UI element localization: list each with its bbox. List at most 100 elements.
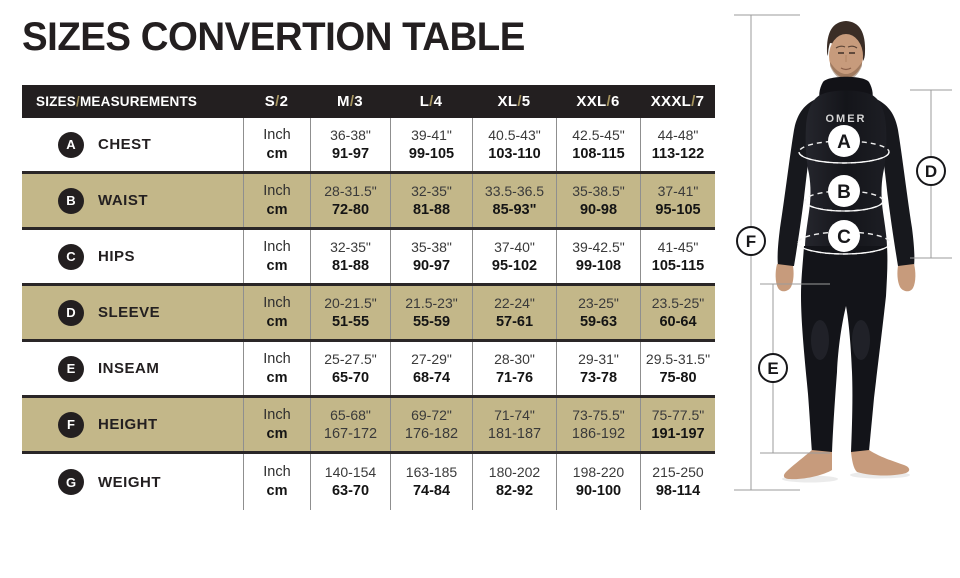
cm-value: 90-97 [412,257,451,274]
size-slash: / [517,93,522,110]
inch-value: 180-202 [488,464,541,480]
inch-value: 20-21.5" [324,294,377,311]
row-label: WEIGHT [98,473,161,491]
row-label-cell: C HIPS [22,230,243,283]
inch-value: 140-154 [324,464,377,480]
inch-value: 28-30" [494,350,535,367]
cm-value: 81-88 [412,201,451,218]
inch-value: 71-74" [494,406,535,423]
row-label-cell: F HEIGHT [22,398,243,451]
size-letters: XXL [576,93,607,110]
inch-value: 28-31.5" [324,182,377,199]
inch-value: 33.5-36.5 [484,182,545,199]
letter-badge: G [58,469,84,495]
marker-a-label: A [837,132,851,153]
cm-value: 59-63 [579,313,618,330]
marker-f-label: F [746,232,756,251]
row-label-cell: B WAIST [22,174,243,227]
cm-value: 108-115 [572,145,625,162]
row-label: INSEAM [98,360,160,377]
row-label: CHEST [98,136,152,153]
size-letters: L [419,93,430,110]
unit-cm: cm [266,145,288,162]
value-cell: 33.5-36.5 85-93" [472,174,556,227]
inch-value: 75-77.5" [651,406,705,423]
cm-value: 74-84 [412,483,451,499]
value-cell: 25-27.5" 65-70 [310,342,390,395]
table-row-height: F HEIGHT Inch cm 65-68" 167-172 69-72" 176-… [22,398,715,454]
row-label-cell: A CHEST [22,118,243,171]
inch-value: 65-68" [330,406,371,423]
size-slash: / [349,93,355,110]
value-cell: 73-75.5" 186-192 [556,398,640,451]
value-cell: 32-35" 81-88 [390,174,472,227]
size-num: 6 [610,93,620,110]
cm-value: 55-59 [412,313,451,330]
cm-value: 176-182 [404,425,459,442]
table-row-inseam: E INSEAM Inch cm 25-27.5" 65-70 27-29" 68-7… [22,342,715,398]
size-letters: S [264,93,276,110]
inch-value: 215-250 [652,464,704,480]
letter-badge: B [58,187,84,214]
cm-value: 63-70 [331,483,370,499]
inch-value: 21.5-23" [405,294,458,311]
cm-value: 181-187 [487,425,542,442]
inch-value: 42.5-45" [572,126,625,143]
header-size-m3: M/3 [310,93,390,110]
header-size-xxl6: XXL/6 [556,93,640,110]
header-slash: / [76,94,80,109]
marker-d-label: D [925,162,937,181]
unit-cell: Inch cm [243,342,310,395]
value-cell: 69-72" 176-182 [390,398,472,451]
value-cell: 41-45" 105-115 [640,230,715,283]
cm-value: 167-172 [323,425,378,442]
value-cell: 28-31.5" 72-80 [310,174,390,227]
cm-value: 91-97 [331,145,370,162]
unit-cell: Inch cm [243,174,310,227]
cm-value: 60-64 [659,313,697,330]
unit-cell: Inch cm [243,398,310,451]
value-cell: 28-30" 71-76 [472,342,556,395]
header-size-xxxl7: XXXL/7 [640,93,715,110]
marker-e-circle [758,353,788,383]
cm-value: 68-74 [412,369,451,386]
value-cell: 29.5-31.5" 75-80 [640,342,715,395]
wetsuit-figure-svg: OMER [734,14,952,491]
inch-value: 32-35" [330,238,371,255]
unit-inch: Inch [263,464,291,480]
cm-value: 71-76 [495,369,534,386]
value-cell: 140-154 63-70 [310,454,390,510]
cm-value: 99-108 [575,257,622,274]
row-label-cell: G WEIGHT [22,454,243,510]
table-header-row: SIZES/MEASUREMENTS S/2 M/3 L/4 XL/5 XXL/… [22,85,715,118]
unit-cell: Inch cm [243,286,310,339]
value-cell: 35-38.5" 90-98 [556,174,640,227]
table-row-hips: C HIPS Inch cm 32-35" 81-88 35-38" 90-97 37… [22,230,715,286]
inch-value: 73-75.5" [572,406,625,423]
inch-value: 29-31" [578,350,619,367]
marker-a-circle [828,125,860,157]
brand-logo-text: OMER [826,113,867,125]
inch-value: 27-29" [411,350,452,367]
size-num: 2 [279,93,289,110]
value-cell: 39-42.5" 99-108 [556,230,640,283]
value-cell: 65-68" 167-172 [310,398,390,451]
sizes-table: SIZES/MEASUREMENTS S/2 M/3 L/4 XL/5 XXL/… [22,85,715,510]
inch-value: 41-45" [657,238,699,255]
row-label: HEIGHT [98,416,158,433]
header-sizes-text: SIZES [36,94,77,109]
letter-badge: A [58,131,84,158]
value-cell: 23.5-25" 60-64 [640,286,715,339]
cm-value: 82-92 [495,483,534,499]
value-cell: 35-38" 90-97 [390,230,472,283]
letter-badge: D [58,299,84,326]
inch-value: 23-25" [578,294,619,311]
unit-inch: Inch [263,126,291,143]
row-label-cell: E INSEAM [22,342,243,395]
unit-inch: Inch [263,350,291,367]
cm-value: 98-114 [655,483,701,499]
value-cell: 75-77.5" 191-197 [640,398,715,451]
cm-value: 186-192 [571,425,626,442]
marker-c-label: C [837,227,851,248]
table-row-weight: G WEIGHT Inch cm 140-154 63-70 163-185 74-8… [22,454,715,510]
